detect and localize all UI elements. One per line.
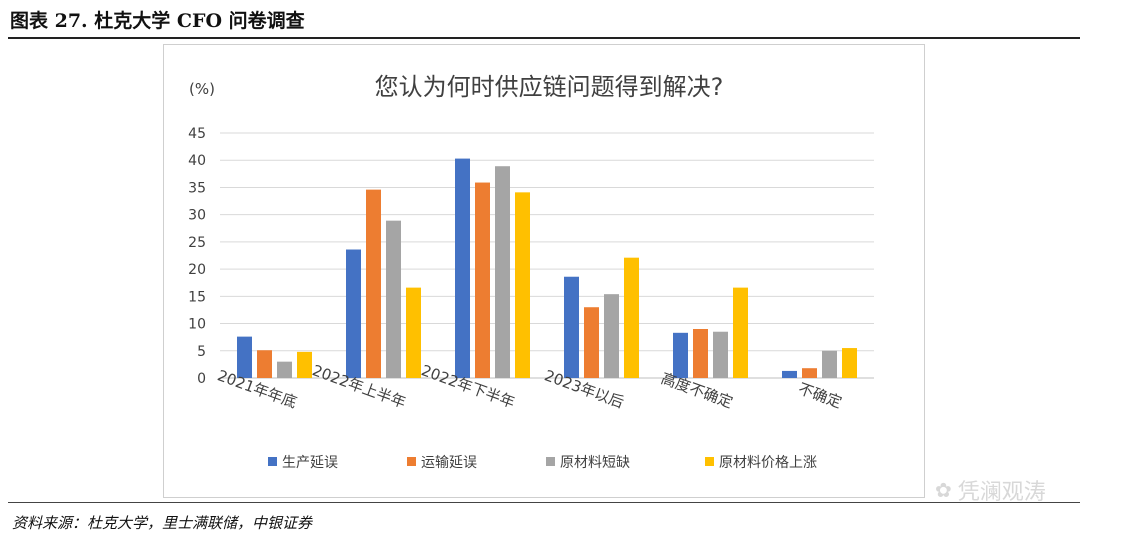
- bar: [693, 329, 708, 378]
- x-tick-label: 不确定: [796, 379, 844, 411]
- bar: [515, 192, 530, 378]
- y-tick-label: 30: [188, 208, 206, 224]
- y-tick-label: 10: [188, 317, 206, 333]
- y-tick-label: 20: [188, 262, 206, 278]
- bar: [733, 287, 748, 378]
- legend-label: 运输延误: [421, 455, 477, 471]
- y-axis-unit-label: (%): [189, 80, 215, 98]
- bar: [713, 331, 728, 378]
- bar: [802, 368, 817, 378]
- bar: [604, 294, 619, 378]
- watermark: ✿ 凭澜观涛: [935, 474, 1046, 506]
- y-tick-label: 40: [188, 153, 206, 169]
- bottom-divider: [8, 502, 1080, 503]
- figure-label: 图表 27. 杜克大学 CFO 问卷调查: [10, 10, 305, 32]
- bar: [455, 158, 470, 378]
- y-axis-ticks: 0 5 10 15 20 25 30 35 40 45: [188, 126, 206, 387]
- legend-swatch: [268, 457, 277, 466]
- chart-container: 您认为何时供应链问题得到解决? (%) 0 5 10 15 20 25 30 35 40 45 2…: [163, 44, 925, 498]
- y-tick-label: 25: [188, 235, 206, 251]
- bar: [406, 287, 421, 378]
- gridlines: [220, 132, 874, 379]
- legend-label: 生产延误: [282, 455, 338, 471]
- bar: [842, 348, 857, 378]
- bar: [475, 182, 490, 378]
- bar: [366, 189, 381, 378]
- bar: [624, 257, 639, 378]
- bar: [237, 336, 252, 378]
- y-tick-label: 5: [197, 344, 206, 360]
- y-tick-label: 35: [188, 180, 206, 196]
- legend-swatch: [407, 457, 416, 466]
- bar: [257, 350, 272, 378]
- y-tick-label: 0: [197, 371, 206, 387]
- watermark-text: 凭澜观涛: [957, 480, 1046, 505]
- bar: [564, 276, 579, 378]
- bar: [822, 350, 837, 378]
- chart-title: 您认为何时供应链问题得到解决?: [375, 73, 724, 101]
- top-divider: [8, 37, 1080, 39]
- bar: [584, 307, 599, 378]
- wechat-icon: ✿: [935, 478, 952, 502]
- legend-label: 原材料短缺: [560, 455, 630, 471]
- legend-label: 原材料价格上涨: [719, 455, 817, 471]
- bar: [495, 166, 510, 378]
- bar: [297, 351, 312, 378]
- source-note: 资料来源：杜克大学，里士满联储，中银证券: [12, 514, 313, 532]
- bar: [277, 361, 292, 378]
- bar-chart: 您认为何时供应链问题得到解决? (%) 0 5 10 15 20 25 30 35 40 45 2…: [188, 73, 874, 471]
- legend-swatch: [546, 457, 555, 466]
- y-tick-label: 45: [188, 126, 206, 142]
- bar: [346, 249, 361, 378]
- bars: [237, 158, 857, 378]
- legend: 生产延误 运输延误 原材料短缺 原材料价格上涨: [268, 455, 817, 471]
- bar: [673, 332, 688, 378]
- bar: [782, 370, 797, 378]
- y-tick-label: 15: [188, 289, 206, 305]
- bar: [386, 220, 401, 378]
- legend-swatch: [705, 457, 714, 466]
